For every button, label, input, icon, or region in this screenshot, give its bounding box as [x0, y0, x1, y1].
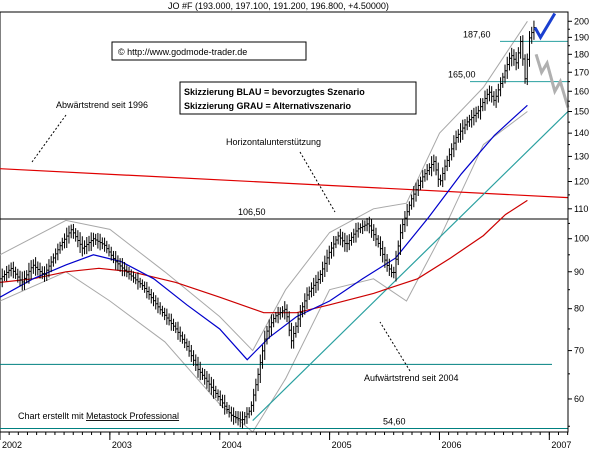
annotation-pointer-2: [379, 321, 411, 372]
level-label-4: 54,60: [383, 417, 406, 427]
footer-link[interactable]: Metastock Professional: [86, 411, 179, 421]
y-tick-label: 110: [574, 204, 588, 214]
downtrend-line: [0, 168, 569, 199]
x-tick-label: 2003: [112, 440, 132, 450]
y-tick-label: 150: [574, 107, 589, 117]
scenario-legend-line-0: Skizzierung BLAU = bevorzugtes Szenario: [184, 87, 365, 97]
level-label-0: 187,60: [463, 29, 491, 39]
y-tick-label: 170: [574, 67, 589, 77]
footer-credit: Chart erstellt mit Metastock Professiona…: [18, 411, 179, 421]
y-tick-label: 120: [574, 177, 589, 187]
x-tick-label: 2002: [2, 440, 22, 450]
y-tick-label: 90: [574, 267, 584, 277]
level-label-2: 106,50: [238, 207, 266, 217]
scenario-legend-line-1: Skizzierung GRAU = Alternativszenario: [184, 101, 351, 111]
x-tick-label: 2004: [222, 440, 242, 450]
y-tick-label: 200: [574, 16, 589, 26]
y-tick-label: 60: [574, 394, 584, 404]
plot-frame: [0, 11, 569, 433]
level-label-1: 165,00: [448, 70, 476, 80]
y-tick-label: 70: [574, 346, 584, 356]
annotation-0: Abwärtstrend seit 1996: [56, 100, 148, 110]
y-tick-label: 130: [574, 151, 589, 161]
upper-band-line: [0, 21, 528, 352]
copyright-box: [111, 41, 307, 61]
lower-band-line: [0, 111, 528, 433]
x-tick-label: 2007: [551, 440, 571, 450]
chart-title: JO #F (193.000, 197.100, 191.200, 196.80…: [168, 1, 389, 11]
y-tick-label: 140: [574, 128, 589, 138]
annotation-2: Aufwärtstrend seit 2004: [364, 373, 459, 383]
uptrend-line: [252, 111, 569, 422]
x-tick-label: 2006: [441, 440, 461, 450]
y-tick-label: 190: [574, 32, 589, 42]
copyright-text: © http://www.godmode-trader.de: [118, 47, 247, 57]
annotation-pointer-1: [299, 151, 336, 213]
footer-prefix: Chart erstellt mit: [18, 411, 86, 421]
y-tick-label: 80: [574, 304, 584, 314]
scenario-gray-line: [534, 53, 570, 108]
scenario-legend-box: [179, 81, 417, 115]
y-tick-label: 160: [574, 86, 589, 96]
annotation-pointer-0: [31, 114, 67, 163]
y-tick-label: 100: [574, 234, 589, 244]
scenario-blue-line: [533, 12, 557, 41]
y-tick-label: 180: [574, 49, 589, 59]
x-tick-label: 2005: [332, 440, 352, 450]
annotation-1: Horizontalunterstützung: [226, 137, 321, 147]
moving-average-blue-line: [0, 104, 528, 361]
